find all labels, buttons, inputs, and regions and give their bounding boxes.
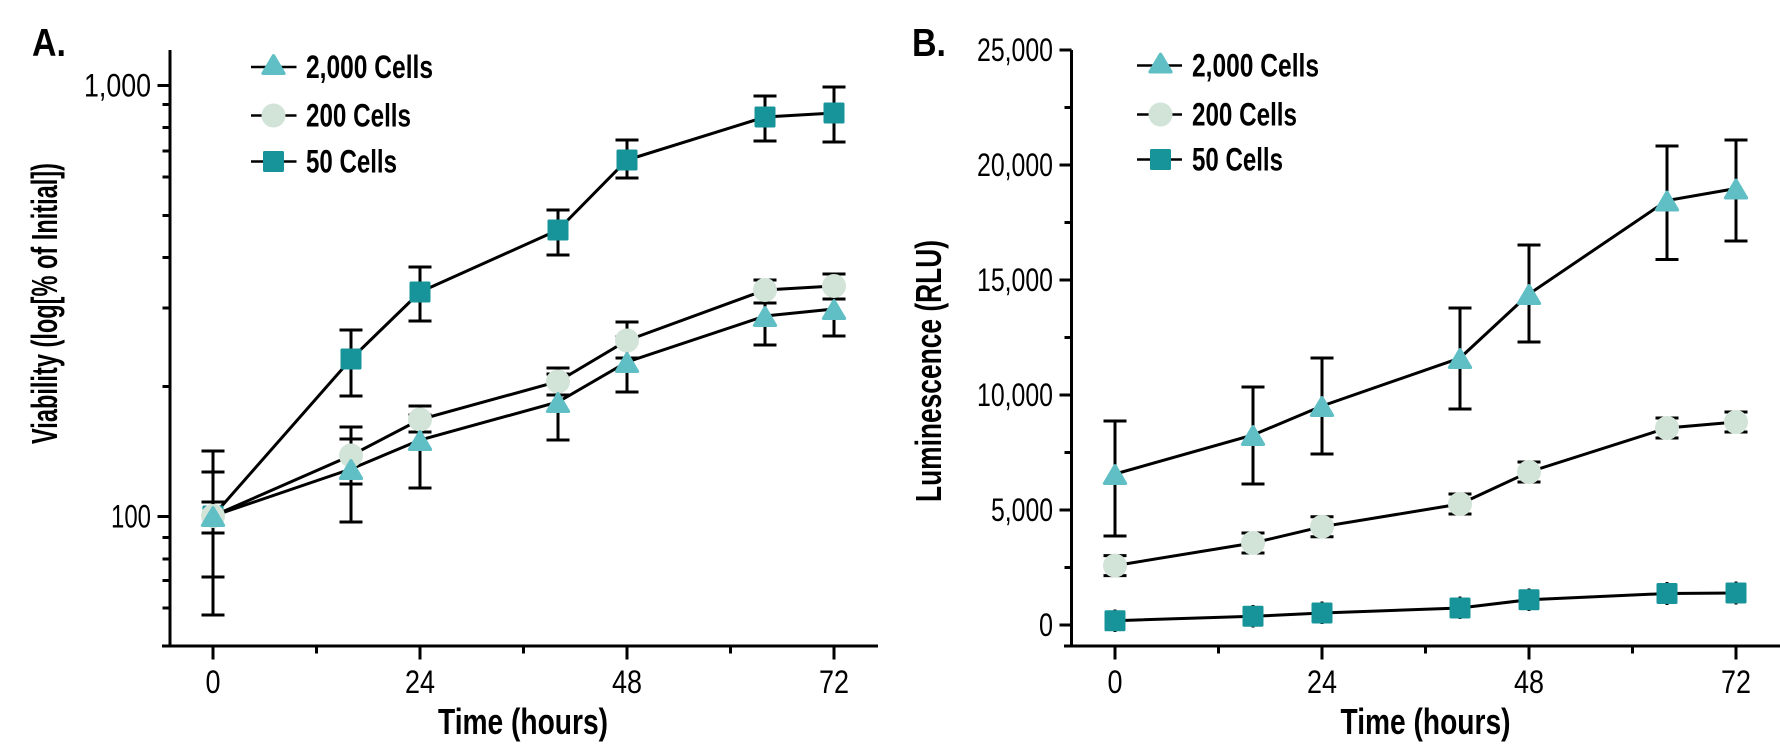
svg-text:48: 48 — [612, 664, 642, 700]
svg-text:200 Cells: 200 Cells — [306, 98, 411, 134]
svg-text:0: 0 — [1108, 664, 1123, 700]
svg-text:100: 100 — [111, 499, 151, 535]
svg-text:5,000: 5,000 — [991, 492, 1053, 528]
svg-text:2,000 Cells: 2,000 Cells — [1192, 48, 1319, 84]
svg-text:200 Cells: 200 Cells — [1192, 97, 1297, 133]
svg-text:48: 48 — [1514, 664, 1544, 700]
svg-text:Time (hours): Time (hours) — [438, 701, 608, 742]
svg-text:1,000: 1,000 — [84, 68, 151, 104]
svg-text:Luminescence (RLU): Luminescence (RLU) — [908, 240, 949, 502]
svg-text:B.: B. — [912, 22, 946, 65]
svg-text:72: 72 — [819, 664, 849, 700]
svg-text:Viability (log[% of Initial]): Viability (log[% of Initial]) — [24, 163, 65, 444]
svg-text:15,000: 15,000 — [977, 262, 1053, 298]
svg-text:72: 72 — [1721, 664, 1751, 700]
svg-text:50 Cells: 50 Cells — [306, 144, 397, 180]
svg-text:20,000: 20,000 — [977, 147, 1053, 183]
svg-text:2,000 Cells: 2,000 Cells — [306, 49, 433, 85]
svg-text:0: 0 — [1039, 607, 1053, 643]
svg-text:24: 24 — [1307, 664, 1337, 700]
svg-text:50 Cells: 50 Cells — [1192, 142, 1283, 178]
svg-text:10,000: 10,000 — [977, 377, 1053, 413]
svg-text:25,000: 25,000 — [977, 32, 1053, 68]
svg-text:0: 0 — [206, 664, 221, 700]
svg-text:Time (hours): Time (hours) — [1341, 701, 1511, 742]
svg-text:A.: A. — [32, 22, 66, 65]
svg-text:24: 24 — [405, 664, 435, 700]
